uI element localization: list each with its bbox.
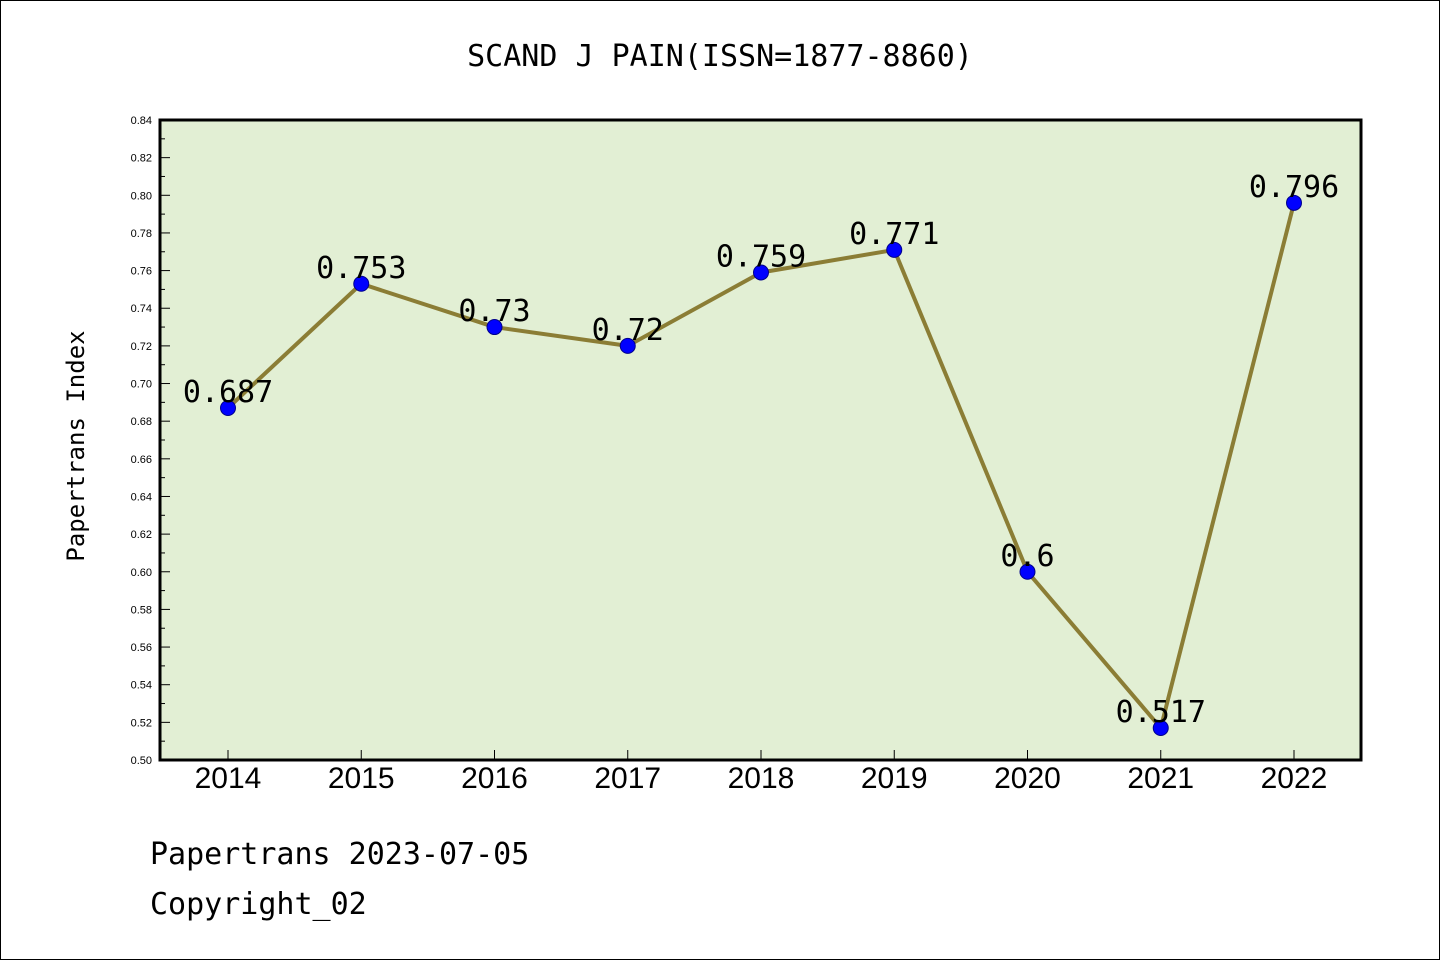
footer-copyright: Copyright_02 — [150, 887, 367, 922]
data-point — [753, 264, 769, 281]
data-point — [886, 241, 903, 258]
data-label: 0.796 — [1249, 170, 1339, 205]
plot-area — [160, 120, 1361, 760]
y-axis-label: Papertrans Index — [62, 330, 90, 561]
y-tick-label: 0.82 — [131, 153, 152, 165]
data-point — [1152, 720, 1169, 736]
data-point — [353, 275, 370, 292]
footer-date: Papertrans 2023-07-05 — [150, 837, 529, 872]
x-tick-label: 2019 — [861, 762, 928, 795]
y-tick-label: 0.72 — [131, 341, 152, 353]
data-point — [486, 319, 503, 336]
y-tick-label: 0.80 — [131, 190, 152, 202]
x-tick-label: 2021 — [1127, 762, 1194, 795]
y-tick-label: 0.70 — [131, 379, 152, 391]
data-label: 0.759 — [716, 239, 806, 274]
x-tick-label: 2014 — [195, 762, 262, 795]
data-point — [220, 400, 236, 416]
x-tick-label: 2017 — [594, 762, 661, 795]
data-label: 0.73 — [458, 294, 530, 329]
y-tick-label: 0.52 — [131, 717, 152, 729]
y-tick-label: 0.66 — [131, 454, 152, 466]
y-tick-label: 0.64 — [131, 491, 152, 503]
y-tick-label: 0.74 — [131, 303, 152, 315]
x-tick-label: 2020 — [994, 762, 1061, 795]
y-tick-label: 0.54 — [131, 680, 152, 692]
chart-title: SCAND J PAIN(ISSN=1877-8860) — [467, 39, 973, 74]
data-label: 0.517 — [1116, 695, 1206, 730]
y-tick-label: 0.56 — [131, 642, 152, 654]
y-tick-label: 0.78 — [131, 228, 152, 240]
data-label: 0.687 — [183, 375, 273, 410]
axis-ticks: 0.50 0.52 0.54 0.56 0.58 0.60 0.62 0.64 0.66 0.68… — [131, 115, 1328, 795]
x-tick-label: 2015 — [328, 762, 395, 795]
data-point — [1286, 194, 1302, 211]
y-tick-label: 0.84 — [131, 115, 152, 127]
y-tick-label: 0.60 — [131, 567, 152, 579]
data-label: 0.6 — [1000, 539, 1054, 574]
data-label: 0.753 — [316, 251, 406, 286]
x-tick-label: 2022 — [1261, 762, 1328, 795]
plot-border — [158, 118, 1363, 762]
data-point — [619, 337, 636, 354]
y-tick-label: 0.62 — [131, 529, 152, 541]
series-layer: 0.687 0.753 0.73 0.72 0.759 0.771 0.6 0.517 0.79… — [183, 170, 1339, 736]
y-tick-label: 0.68 — [131, 416, 152, 428]
data-label: 0.771 — [849, 217, 939, 252]
data-label: 0.72 — [592, 313, 664, 348]
y-tick-label: 0.58 — [131, 604, 152, 616]
x-tick-label: 2018 — [728, 762, 795, 795]
y-tick-label: 0.50 — [131, 755, 152, 767]
x-tick-label: 2016 — [461, 762, 528, 795]
data-point — [1019, 563, 1036, 580]
y-tick-label: 0.76 — [131, 266, 152, 278]
